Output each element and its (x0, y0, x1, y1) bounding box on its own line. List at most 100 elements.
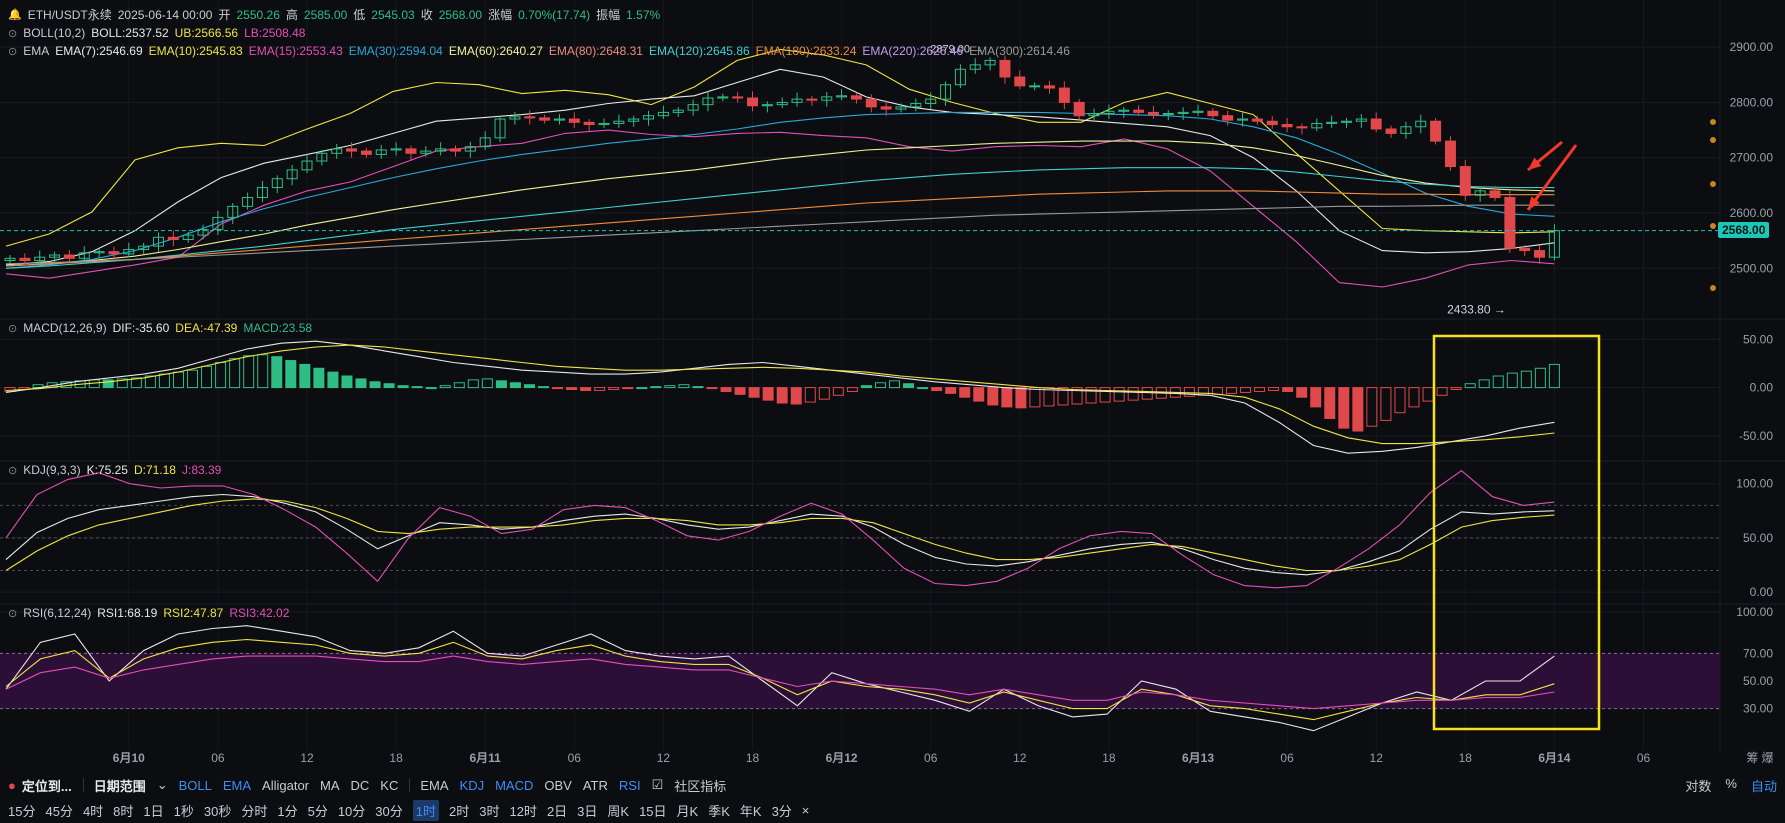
collapse-icon[interactable]: ⊙ (8, 45, 18, 58)
ema-legend-item: EMA(120):2645.86 (648, 44, 750, 58)
indicator-boll[interactable]: BOLL (178, 777, 212, 793)
sub-indicator-kdj[interactable]: KDJ (459, 777, 485, 793)
timeframe-30分[interactable]: 30分 (375, 804, 403, 819)
bell-icon[interactable]: 🔔 (8, 9, 22, 21)
macd-histogram-bar (1071, 387, 1083, 405)
candle-body (1133, 109, 1145, 113)
timeframe-季K[interactable]: 季K (708, 804, 730, 819)
timeframe-8时[interactable]: 8时 (113, 804, 134, 819)
timeframe-5分[interactable]: 5分 (307, 804, 328, 819)
series-line-j (5, 470, 1555, 589)
boll-ub: UB:2566.56 (174, 26, 239, 40)
indicator-ma[interactable]: MA (320, 777, 340, 793)
community-icon[interactable]: ☑ (651, 777, 664, 792)
sub-indicator-obv[interactable]: OBV (544, 777, 572, 793)
candle-body (687, 104, 699, 111)
candle-body (910, 103, 922, 108)
axis-option[interactable]: % (1725, 775, 1737, 791)
chevron-down-icon[interactable]: ⌄ (156, 777, 168, 792)
highlight-box (1432, 334, 1601, 731)
candle-body (524, 116, 536, 119)
macd-histogram-bar (481, 378, 493, 389)
community-indicators-button[interactable]: 社区指标 (674, 778, 727, 794)
indicator-ema[interactable]: EMA (222, 777, 252, 793)
timeframe-周K[interactable]: 周K (607, 804, 630, 819)
collapse-icon[interactable]: ⊙ (8, 464, 18, 477)
macd-histogram-bar (1464, 383, 1476, 389)
timeframe-1时[interactable]: 1时 (412, 800, 439, 821)
timeframe-2时[interactable]: 2时 (449, 804, 470, 819)
candle-body (628, 118, 640, 122)
timeframe-分时[interactable]: 分时 (241, 804, 268, 819)
candle-body (925, 98, 937, 105)
rsi-name[interactable]: RSI(6,12,24) (23, 606, 92, 620)
macd-histogram-bar (1183, 387, 1195, 397)
timeframe-15日[interactable]: 15日 (639, 804, 667, 819)
sub-indicator-ema[interactable]: EMA (420, 777, 449, 793)
timeframe-1分[interactable]: 1分 (277, 804, 298, 819)
collapse-icon[interactable]: ⊙ (8, 607, 18, 620)
macd-histogram-bar (748, 387, 760, 398)
macd-histogram-bar (1338, 387, 1350, 429)
close-icon[interactable]: × (801, 803, 810, 818)
candle-body (539, 117, 551, 121)
change-value: 0.70%(17.74) (518, 7, 591, 22)
timeframe-15分[interactable]: 15分 (8, 804, 36, 819)
chart-canvas[interactable]: 2900.00 2800.00 2700.00 2600.00 2500.00 50.00… (0, 0, 1785, 772)
kdj-name[interactable]: KDJ(9,3,3) (23, 463, 81, 477)
close-label: 收 (420, 8, 433, 22)
candle-body (346, 148, 358, 152)
timeframe-3分[interactable]: 3分 (771, 804, 792, 819)
sub-indicator-atr[interactable]: ATR (582, 777, 608, 793)
indicator-toolbar: ● 定位到... 日期范围 ⌄ BOLL EMA Alligator MA DC KC E… (0, 772, 1785, 798)
timeframe-45分[interactable]: 45分 (45, 804, 73, 819)
indicator-kc[interactable]: KC (380, 777, 399, 793)
timeframe-2日[interactable]: 2日 (546, 804, 568, 819)
macd-name[interactable]: MACD(12,26,9) (23, 321, 107, 335)
macd-histogram-bar (860, 385, 872, 389)
candle-body (1029, 85, 1041, 88)
macd-histogram-bar (1492, 375, 1504, 389)
sub-indicator-macd[interactable]: MACD (495, 777, 534, 793)
candle-body (153, 236, 164, 247)
candle-body (494, 118, 506, 139)
axis-option[interactable]: 对数 (1685, 778, 1712, 794)
timeframe-10分[interactable]: 10分 (337, 804, 366, 819)
macd-histogram-bar (495, 380, 507, 389)
timeframe-3时[interactable]: 3时 (479, 804, 500, 819)
x-tick-label: 18 (1459, 751, 1473, 765)
series-line-ema300 (5, 204, 1555, 265)
macd-histogram-bar (720, 387, 732, 392)
macd-histogram-bar (945, 387, 957, 394)
ema-name[interactable]: EMA (23, 44, 50, 58)
timeframe-年K[interactable]: 年K (739, 804, 762, 819)
date-range-button[interactable]: 日期范围 (93, 778, 146, 794)
series-line-ema60 (5, 140, 1555, 267)
indicator-alligator[interactable]: Alligator (262, 777, 310, 793)
timeframe-12时[interactable]: 12时 (509, 804, 537, 819)
timeframe-1日[interactable]: 1日 (143, 804, 164, 819)
indicator-dc[interactable]: DC (350, 777, 370, 793)
collapse-icon[interactable]: ⊙ (8, 27, 18, 40)
macd-histogram-bar (1478, 379, 1490, 389)
timeframe-月K[interactable]: 月K (676, 804, 699, 819)
boll-name[interactable]: BOLL(10,2) (23, 26, 86, 40)
candle-body (256, 187, 268, 199)
candle-body (1147, 111, 1159, 116)
macd-histogram-bar (187, 369, 199, 389)
x-tick-label: 6月14 (1538, 751, 1570, 765)
sub-indicator-rsi[interactable]: RSI (618, 777, 641, 793)
timeframe-toolbar: 15分 45分 4时 8时 1日 1秒 30秒 分时 1分 5分 10分 30分 1时 2时 3时 12时 2日… (0, 798, 1785, 823)
locate-button[interactable]: 定位到... (21, 778, 72, 794)
timeframe-30秒[interactable]: 30秒 (203, 804, 232, 819)
timeframe-4时[interactable]: 4时 (82, 804, 104, 819)
macd-histogram-bar (327, 371, 339, 389)
record-icon[interactable]: ● (8, 777, 16, 793)
candle-body (969, 64, 981, 70)
axis-option[interactable]: 自动 (1750, 778, 1777, 794)
collapse-icon[interactable]: ⊙ (8, 322, 18, 335)
candle-body (761, 104, 773, 107)
series-line-ema180 (5, 190, 1555, 267)
timeframe-3日[interactable]: 3日 (577, 804, 598, 819)
timeframe-1秒[interactable]: 1秒 (173, 804, 194, 819)
